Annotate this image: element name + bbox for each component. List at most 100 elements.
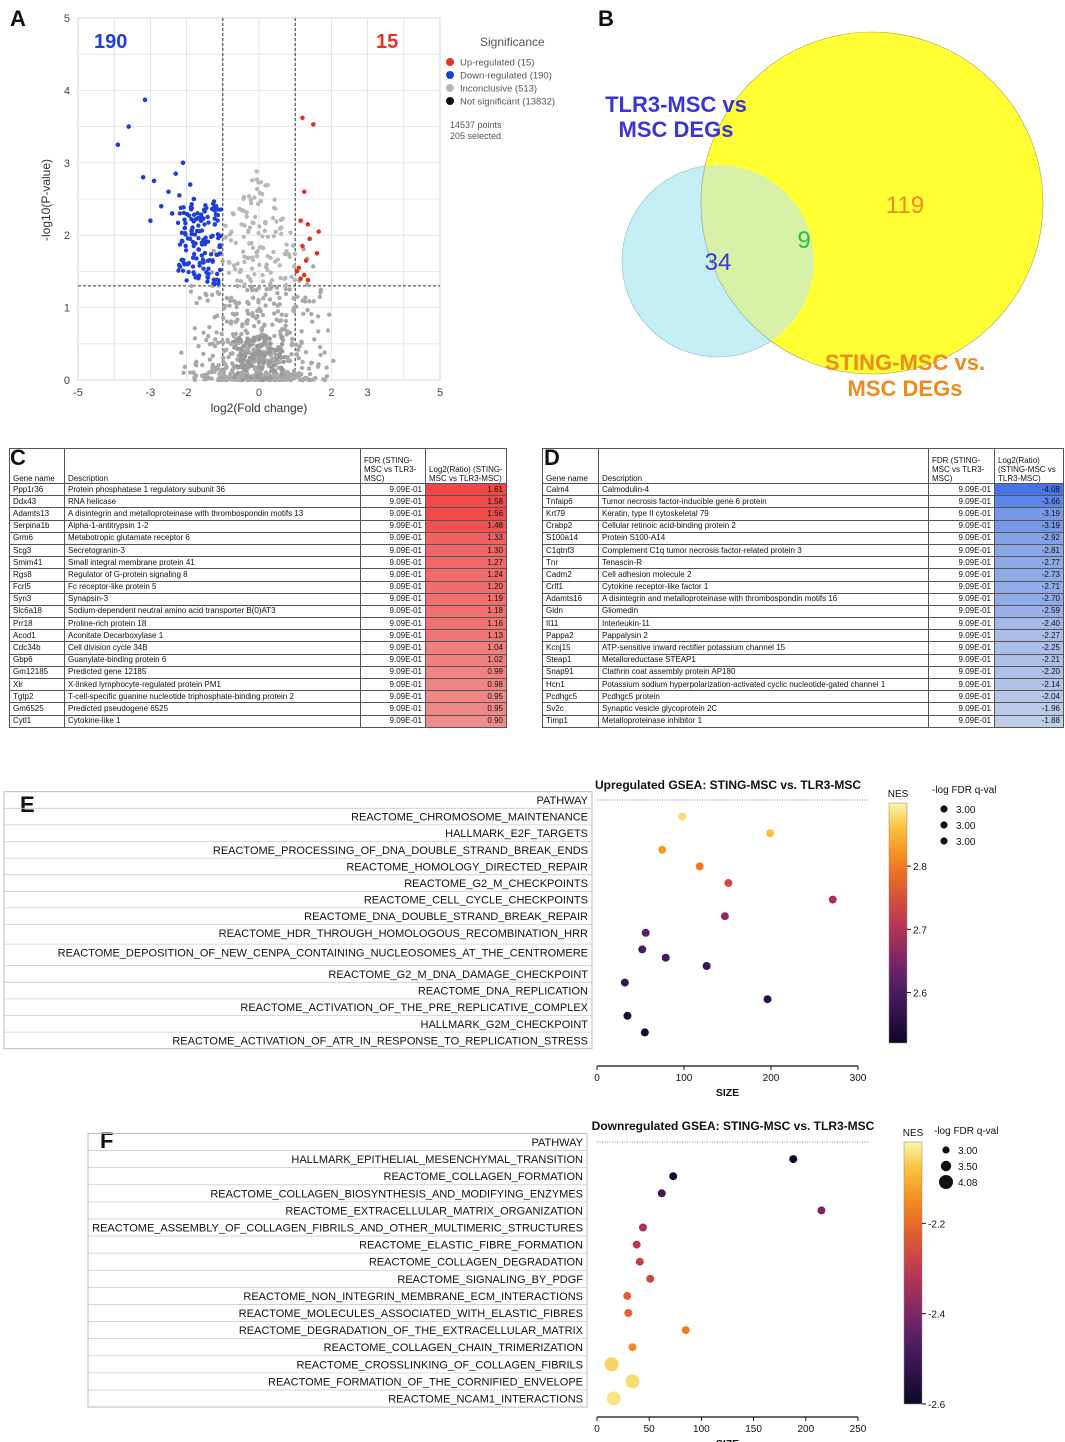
log2ratio-cell: 0.95: [425, 702, 507, 716]
background-point: [241, 194, 247, 200]
pathway-label: REACTOME_ELASTIC_FIBRE_FORMATION: [359, 1240, 583, 1252]
legend-marker: [446, 71, 454, 79]
log2ratio-cell: -2.25: [994, 641, 1064, 655]
background-point: [279, 365, 284, 371]
table-row: Timp1 Metalloproteinase inhibitor 1 9.09E-…: [542, 714, 1064, 728]
fdr-cell: 9.09E-01: [360, 714, 426, 728]
pathway-label: HALLMARK_EPITHELIAL_MESENCHYMAL_TRANSITI…: [291, 1154, 583, 1166]
background-point: [288, 230, 293, 235]
data-point: [702, 962, 711, 970]
background-point: [245, 229, 251, 235]
volcano-background-points: [179, 169, 336, 383]
gene-name-cell: Serpina1b: [9, 519, 65, 533]
fdr-cell: 9.09E-01: [928, 690, 995, 704]
fdr-cell: 9.09E-01: [360, 580, 426, 594]
pathway-label: REACTOME_ACTIVATION_OF_THE_PRE_REPLICATI…: [240, 1002, 588, 1014]
background-point: [238, 279, 244, 284]
gene-name-cell: Fcrl5: [9, 580, 65, 594]
description-cell: Cell adhesion molecule 2: [598, 568, 929, 582]
down-regulated-point: [183, 248, 189, 253]
background-point: [245, 287, 250, 293]
fdr-cell: 9.09E-01: [360, 495, 426, 509]
background-point: [254, 253, 260, 259]
background-point: [201, 351, 206, 357]
down-regulated-point: [183, 221, 188, 226]
background-point: [232, 345, 237, 350]
background-point: [276, 345, 281, 351]
description-cell: A disintegrin and metalloproteinase with…: [598, 592, 929, 606]
down-regulated-point: [151, 178, 157, 184]
pathway-label: REACTOME_ACTIVATION_OF_ATR_IN_RESPONSE_T…: [172, 1035, 588, 1047]
column-header-description: Description: [598, 448, 929, 484]
down-regulated-point: [185, 236, 191, 241]
down-regulated-point: [213, 212, 219, 217]
pathway-label: REACTOME_G2_M_CHECKPOINTS: [404, 878, 588, 890]
down-regulated-point: [192, 232, 198, 237]
down-regulated-point: [206, 220, 211, 225]
size-legend-marker: [939, 1175, 953, 1189]
background-point: [324, 374, 330, 379]
down-regulated-point: [182, 231, 188, 236]
log2ratio-cell: 1.16: [425, 617, 507, 631]
background-point: [221, 355, 226, 361]
gene-name-cell: Tgtp2: [9, 690, 65, 704]
background-point: [272, 206, 278, 211]
down-regulated-point: [218, 207, 223, 212]
down-regulated-point: [205, 279, 210, 284]
background-point: [238, 346, 244, 351]
down-regulated-point: [198, 218, 204, 224]
fdr-cell: 9.09E-01: [928, 482, 995, 497]
description-cell: Cellular retinoic acid-binding protein 2: [598, 519, 929, 533]
background-point: [219, 339, 225, 345]
down-regulated-point: [212, 281, 217, 287]
gene-name-cell: Acod1: [9, 629, 65, 643]
gene-name-cell: Xlr: [9, 677, 65, 692]
background-point: [210, 353, 215, 359]
table-row: Pappa2 Pappalysin 2 9.09E-01 -2.27: [542, 629, 1064, 643]
background-point: [230, 351, 235, 356]
background-point: [309, 311, 314, 317]
gene-name-cell: Calm4: [542, 482, 599, 497]
down-regulated-point: [206, 266, 211, 271]
log2ratio-cell: -2.04: [994, 690, 1064, 704]
up-regulated-point: [301, 272, 307, 278]
background-point: [258, 308, 263, 314]
background-point: [251, 335, 257, 340]
background-point: [283, 275, 288, 281]
fdr-cell: 9.09E-01: [360, 690, 426, 704]
gene-name-cell: Il11: [542, 617, 599, 631]
background-point: [228, 238, 234, 243]
background-point: [242, 353, 248, 358]
log2ratio-cell: -2.40: [994, 617, 1064, 631]
background-point: [207, 357, 213, 362]
background-point: [249, 266, 255, 271]
background-point: [272, 362, 277, 368]
y-tick-label: 4: [64, 85, 70, 97]
log2ratio-cell: 1.13: [425, 629, 507, 643]
pathway-label: REACTOME_PROCESSING_OF_DNA_DOUBLE_STRAND…: [213, 845, 588, 857]
background-point: [295, 347, 301, 353]
background-point: [254, 352, 259, 357]
background-point: [309, 360, 314, 366]
down-regulated-point: [115, 142, 121, 147]
label-box: [3, 791, 593, 1050]
log2ratio-cell: -2.81: [994, 543, 1064, 558]
x-tick-label: -2: [182, 387, 192, 399]
background-point: [284, 370, 289, 375]
background-point: [242, 282, 247, 287]
background-point: [226, 270, 232, 276]
fdr-cell: 9.09E-01: [928, 641, 995, 655]
background-point: [244, 374, 249, 379]
background-point: [235, 261, 240, 266]
background-point: [259, 327, 265, 333]
down-regulated-point: [217, 267, 223, 273]
log2ratio-cell: 1.30: [425, 543, 507, 558]
background-point: [301, 311, 306, 316]
background-point: [235, 283, 240, 289]
x-tick-label: -3: [146, 387, 156, 399]
background-point: [263, 303, 268, 308]
background-point: [221, 306, 227, 311]
down-regulated-point: [182, 225, 188, 231]
up-regulated-point: [300, 243, 305, 249]
background-point: [257, 190, 262, 196]
